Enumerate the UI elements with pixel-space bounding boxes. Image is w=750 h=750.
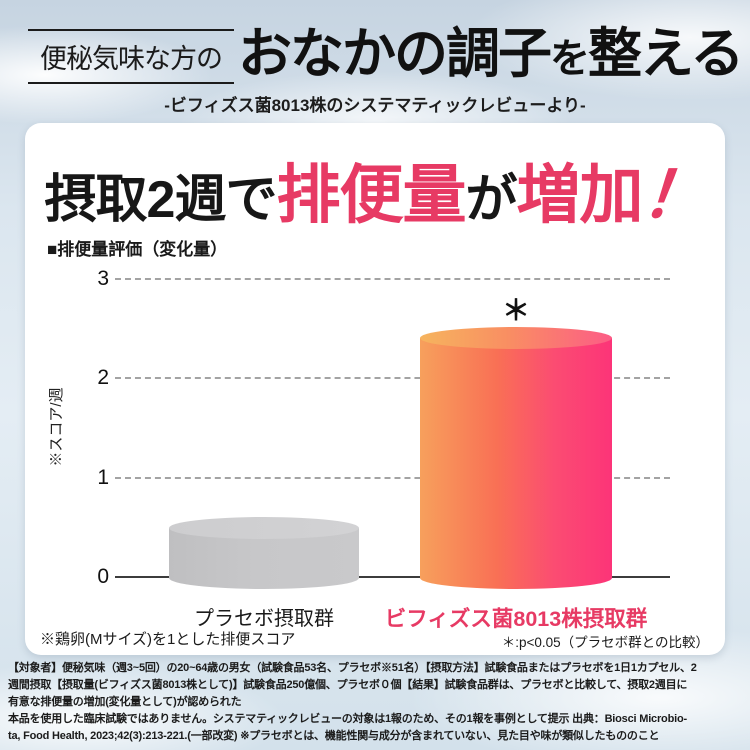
result-card: 摂取2週で排便量が増加！ ■排便量評価（変化量） 3 2 1 0 ※スコア/週 …	[25, 123, 725, 655]
gridline-2	[115, 377, 670, 379]
fine-print-line-4: 本品を使用した臨床試験ではありません。システマティックレビューの対象は1報のため…	[8, 713, 687, 725]
bar-placebo-group	[169, 517, 359, 589]
x-axis-line	[115, 576, 670, 578]
gridline-1	[115, 477, 670, 479]
pvalue-footnote: ＊:p<0.05（プラセボ群との比較）	[501, 635, 709, 650]
page-title: おなかの調子を整える	[238, 18, 744, 95]
headline-seg2: 排便量	[276, 159, 466, 231]
bar-bifidus-group	[420, 327, 612, 589]
y-tick-0: 0	[97, 565, 109, 588]
bar-bifidus-body	[420, 338, 612, 578]
page-title-tail: 整える	[588, 24, 744, 84]
study-fine-print: 【対象者】便秘気味（週3~5回）の20~64歳の男女（試験食品53名、プラセボ※…	[8, 660, 746, 745]
fine-print-line-1: 【対象者】便秘気味（週3~5回）の20~64歳の男女（試験食品53名、プラセボ※…	[8, 662, 697, 674]
headline-seg4: 増加	[516, 159, 643, 231]
y-axis-label: ※スコア/週	[48, 387, 65, 467]
headline-exclamation: ！	[638, 159, 710, 231]
bar-bifidus-top-cap	[420, 327, 612, 349]
page-title-main: おなかの調子	[238, 24, 552, 84]
headline-seg3: が	[465, 171, 517, 229]
card-headline: 摂取2週で排便量が増加！	[25, 149, 725, 259]
category-label-bifidus: ビフィズス菌8013株摂取群	[384, 607, 648, 631]
page-title-particle: を	[550, 36, 590, 81]
bar-placebo-top-cap	[169, 517, 359, 539]
y-tick-1: 1	[97, 466, 109, 489]
header-subtitle: -ビフィズス菌8013株のシステマティックレビューより-	[164, 96, 586, 115]
fine-print-line-5: ta, Food Health, 2023;42(3):213-221.(一部改…	[8, 730, 660, 742]
score-definition-footnote: ※鶏卵(Mサイズ)を1とした排便スコア	[40, 631, 296, 648]
gridline-3	[115, 278, 670, 280]
header: 便秘気味な方の おなかの調子を整える	[28, 18, 744, 95]
significance-asterisk: ＊	[501, 295, 530, 326]
fine-print-line-3: 有意な排便量の増加(変化量として)が認められた	[8, 696, 242, 708]
headline-seg1: 摂取2週で	[44, 171, 278, 229]
y-tick-2: 2	[97, 366, 109, 389]
category-label-placebo: プラセボ摂取群	[194, 608, 334, 630]
y-tick-3: 3	[97, 267, 109, 290]
fine-print-line-2: 週間摂取【摂取量(ビフィズス菌8013株として)】試験食品250億個、プラセボ０…	[8, 679, 688, 691]
chart-title: ■排便量評価（変化量）	[47, 240, 228, 259]
header-tagline: 便秘気味な方の	[28, 29, 234, 84]
